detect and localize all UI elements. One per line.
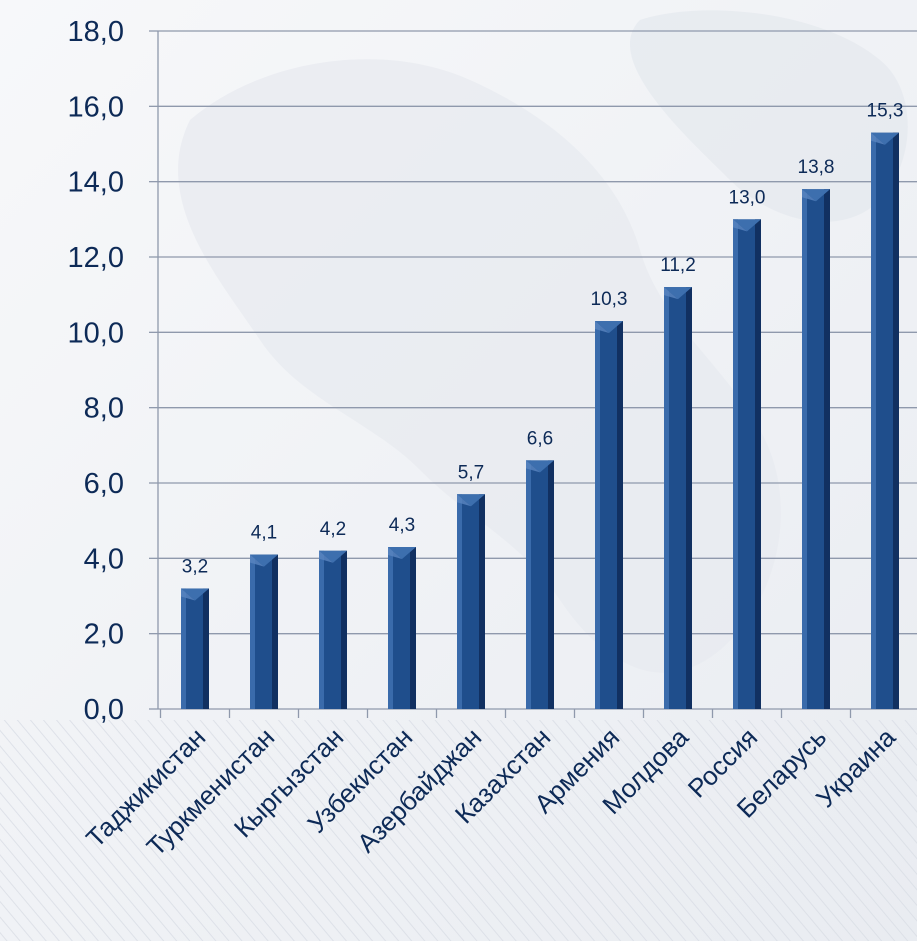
bar-bevel-left [457,494,462,709]
bar-cap-highlight [457,494,471,507]
bar-bevel-right [893,132,899,709]
bar-bevel-left [388,547,393,709]
data-label: 13,8 [798,157,835,178]
bar-cap-highlight [733,219,747,232]
bar-cap [802,189,830,202]
background-map-shape [178,59,781,673]
bar-cap-highlight [595,321,609,334]
bar-cap [733,219,761,232]
y-tick-label: 12,0 [68,242,124,274]
bar-bevel-left [664,287,669,709]
bar-bevel-right [479,494,485,709]
y-tick-label: 8,0 [84,393,124,425]
bar-cap-highlight [526,460,540,473]
bar-bevel-right [410,547,416,709]
bar-bevel-right [203,588,209,709]
bar-bevel-left [733,219,738,710]
bar-cap-highlight [250,554,264,567]
bar-cap [457,494,485,507]
data-label: 13,0 [729,187,766,208]
y-tick-label: 4,0 [84,543,124,575]
y-tick-label: 2,0 [84,619,124,651]
y-tick-label: 0,0 [84,694,124,726]
bar-bevel-left [250,554,255,709]
bar-cap [319,550,347,563]
bar-bevel-left [595,321,600,709]
bar-bevel-right [824,189,830,709]
bar-bevel-right [548,460,554,709]
bar-bevel-left [802,189,807,709]
bar-bevel-right [341,550,347,709]
bar-cap [526,460,554,473]
bar-bevel-right [617,321,623,709]
data-label: 3,2 [182,556,208,577]
bar-bevel-left [181,588,186,709]
data-label: 6,6 [527,428,553,449]
y-tick-label: 14,0 [68,167,124,199]
y-tick-label: 16,0 [68,91,124,123]
y-tick-label: 18,0 [68,16,124,48]
bar-bevel-right [686,287,692,709]
data-label: 4,2 [320,519,346,540]
bar-layer [181,132,899,710]
bar-bevel-left [871,132,876,709]
axis-layer: 0,0 2,0 4,0 6,0 8,0 10,0 12,0 14,0 16,0 18,0 [68,16,917,726]
data-label: 11,2 [660,255,696,276]
bar-cap [595,321,623,334]
bar-cap-highlight [802,189,816,202]
bar-cap [250,554,278,567]
bar-bevel-right [755,219,761,710]
y-tick-label: 10,0 [68,317,124,349]
background-map-shape-2 [629,10,908,222]
data-label: 4,1 [251,523,277,544]
bar-cap-highlight [871,132,885,145]
background-hatch [0,720,917,941]
bar-cap [871,132,899,145]
bar-bevel-right [272,554,278,709]
bar-cap-highlight [664,287,678,300]
bar-cap-highlight [181,588,195,601]
data-label: 10,3 [591,289,628,310]
data-label: 15,3 [867,101,904,122]
bar-cap [664,287,692,300]
bar-bevel-left [526,460,531,709]
bar-cap [388,547,416,560]
y-tick-label: 6,0 [84,468,124,500]
data-label: 4,3 [389,515,415,536]
bar-cap [181,588,209,601]
bar-bevel-left [319,550,324,709]
bar-cap-highlight [388,547,402,560]
data-label: 5,7 [458,462,484,483]
bar-cap-highlight [319,550,333,563]
